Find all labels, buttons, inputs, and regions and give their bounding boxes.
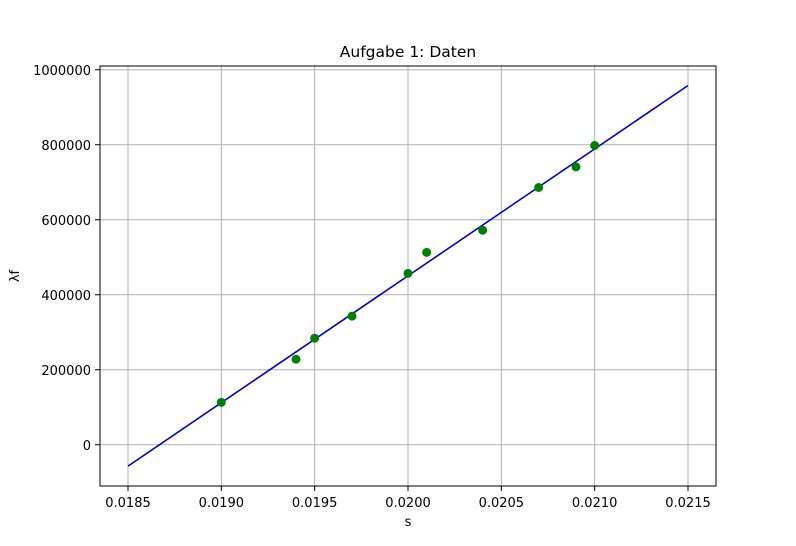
data-point (347, 311, 357, 321)
data-point (403, 268, 413, 278)
data-point (478, 225, 488, 235)
y-tick-label: 600000 (41, 214, 91, 229)
x-tick-label: 0.0200 (385, 496, 431, 511)
y-tick-label: 400000 (41, 289, 91, 304)
x-tick-label: 0.0210 (572, 496, 618, 511)
ticks: 0.0185 0.0190 0.0195 0.0200 0.0205 0.0210 0.02… (33, 64, 711, 511)
y-axis-label: λf (8, 269, 23, 282)
data-point (422, 247, 432, 257)
y-tick-label: 200000 (41, 364, 91, 379)
y-tick-label: 0 (83, 439, 91, 454)
data-point (571, 162, 581, 172)
x-tick-label: 0.0205 (479, 496, 525, 511)
data-point (216, 397, 226, 407)
data-point (310, 333, 320, 343)
x-tick-label: 0.0190 (199, 496, 245, 511)
series-layer (127, 84, 689, 467)
x-tick-label: 0.0215 (665, 496, 711, 511)
x-tick-label: 0.0195 (292, 496, 338, 511)
y-tick-label: 800000 (41, 139, 91, 154)
data-point (534, 183, 544, 192)
data-point (590, 141, 600, 150)
grid (100, 66, 716, 486)
y-tick-label: 1000000 (33, 64, 91, 79)
x-tick-label: 0.0185 (105, 496, 151, 511)
data-point (291, 354, 301, 364)
x-axis-label: s (405, 515, 412, 530)
chart-title: Aufgabe 1: Daten (340, 43, 476, 61)
